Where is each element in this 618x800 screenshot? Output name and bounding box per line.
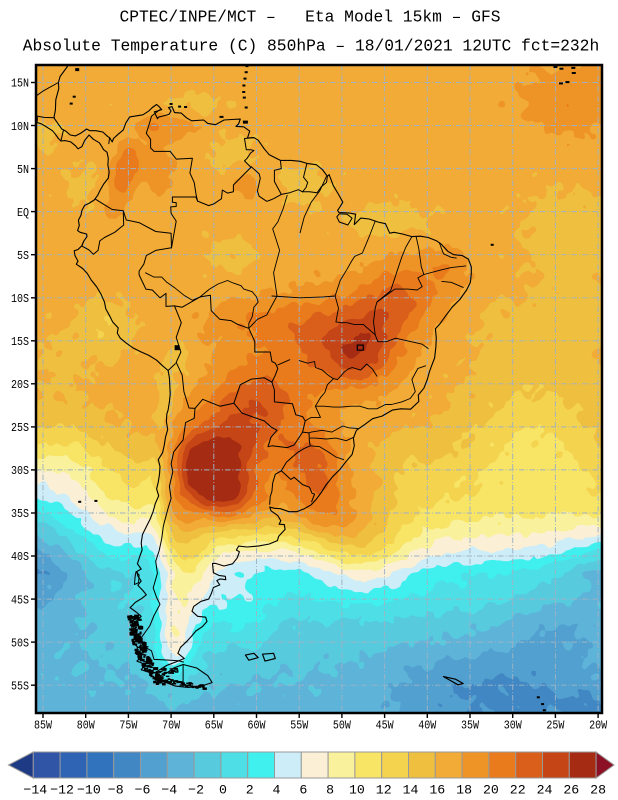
svg-text:55S: 55S	[11, 679, 29, 693]
svg-text:4: 4	[273, 783, 281, 798]
svg-text:75W: 75W	[119, 719, 138, 733]
svg-text:65W: 65W	[205, 719, 224, 733]
svg-text:28: 28	[590, 783, 606, 798]
svg-text:22: 22	[510, 783, 526, 798]
svg-text:26: 26	[563, 783, 579, 798]
svg-text:25W: 25W	[546, 719, 565, 733]
svg-text:10: 10	[349, 783, 365, 798]
svg-text:−4: −4	[161, 783, 177, 798]
svg-text:55W: 55W	[290, 719, 309, 733]
svg-text:45S: 45S	[11, 593, 29, 607]
svg-text:−14: −14	[23, 783, 47, 798]
svg-text:14: 14	[403, 783, 419, 798]
svg-text:16: 16	[429, 783, 445, 798]
svg-text:EQ: EQ	[17, 206, 29, 220]
svg-text:15S: 15S	[11, 335, 29, 349]
svg-text:8: 8	[326, 783, 334, 798]
svg-text:70W: 70W	[162, 719, 181, 733]
svg-text:6: 6	[299, 783, 307, 798]
svg-text:0: 0	[219, 783, 227, 798]
svg-text:20S: 20S	[11, 378, 29, 392]
svg-text:15N: 15N	[11, 77, 29, 91]
svg-text:35S: 35S	[11, 507, 29, 521]
svg-text:18: 18	[456, 783, 472, 798]
svg-text:50W: 50W	[333, 719, 352, 733]
svg-text:5N: 5N	[17, 163, 29, 177]
svg-text:5S: 5S	[17, 249, 29, 263]
svg-text:12: 12	[376, 783, 392, 798]
svg-text:10N: 10N	[11, 120, 29, 134]
svg-text:20: 20	[483, 783, 499, 798]
svg-text:30W: 30W	[504, 719, 523, 733]
svg-text:40W: 40W	[418, 719, 437, 733]
svg-text:20W: 20W	[589, 719, 608, 733]
svg-text:−8: −8	[108, 783, 124, 798]
svg-text:24: 24	[537, 783, 553, 798]
svg-text:35W: 35W	[461, 719, 480, 733]
svg-text:40S: 40S	[11, 550, 29, 564]
svg-text:−10: −10	[77, 783, 101, 798]
svg-text:Absolute Temperature (C) 850hP: Absolute Temperature (C) 850hPa – 18/01/…	[23, 37, 599, 56]
svg-text:80W: 80W	[77, 719, 96, 733]
svg-text:10S: 10S	[11, 292, 29, 306]
svg-text:30S: 30S	[11, 464, 29, 478]
svg-text:60W: 60W	[248, 719, 267, 733]
svg-text:25S: 25S	[11, 421, 29, 435]
svg-text:−2: −2	[188, 783, 204, 798]
svg-text:85W: 85W	[34, 719, 53, 733]
svg-text:45W: 45W	[376, 719, 395, 733]
svg-text:50S: 50S	[11, 636, 29, 650]
svg-text:−12: −12	[50, 783, 74, 798]
svg-text:CPTEC/INPE/MCT – Eta Model 1: CPTEC/INPE/MCT – Eta Model 15km – GFS	[119, 8, 500, 27]
svg-text:−6: −6	[135, 783, 151, 798]
svg-text:2: 2	[246, 783, 254, 798]
